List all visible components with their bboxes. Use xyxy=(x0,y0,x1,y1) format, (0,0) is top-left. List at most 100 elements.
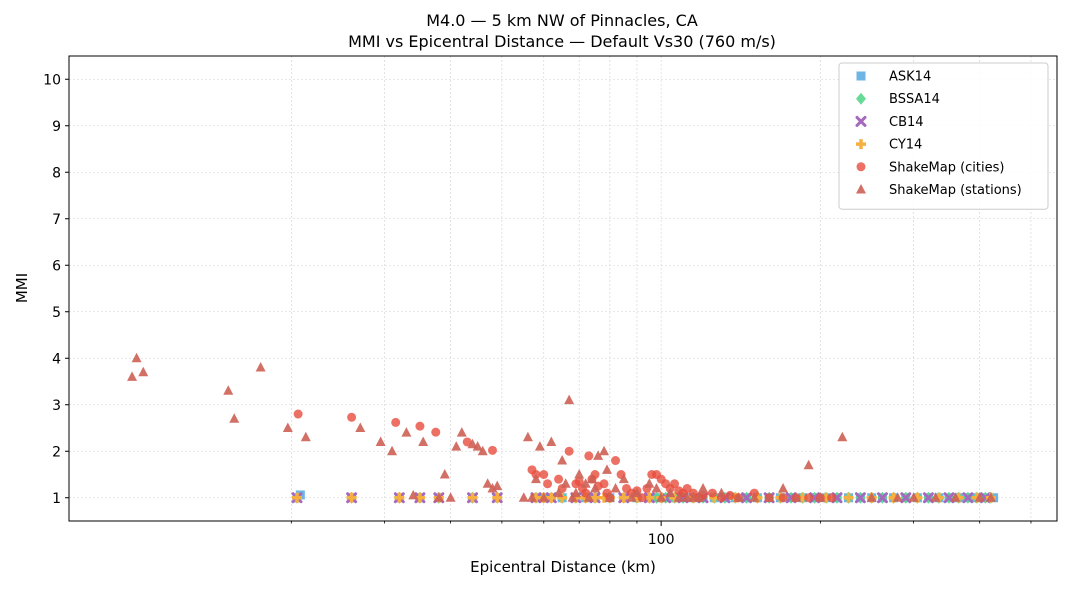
data-point xyxy=(375,436,386,446)
data-point xyxy=(682,483,692,493)
data-point xyxy=(764,492,775,502)
y-tick-label: 1 xyxy=(52,491,61,507)
data-point xyxy=(644,478,655,488)
data-point xyxy=(229,413,240,423)
legend-marker xyxy=(856,92,866,105)
data-point xyxy=(962,492,974,504)
data-point xyxy=(866,492,877,502)
data-point xyxy=(518,492,529,502)
data-point xyxy=(546,492,557,503)
legend-label: CY14 xyxy=(889,138,922,153)
data-point xyxy=(673,492,684,502)
data-point xyxy=(557,455,568,465)
data-point xyxy=(694,492,705,502)
y-tick-label: 6 xyxy=(52,258,61,274)
y-tick-label: 2 xyxy=(52,444,61,460)
data-point xyxy=(492,480,503,491)
series-4 xyxy=(293,409,837,503)
data-point xyxy=(741,492,753,504)
data-points xyxy=(127,352,999,504)
data-point xyxy=(843,492,854,503)
data-point xyxy=(456,427,467,437)
legend-marker xyxy=(855,115,867,127)
data-point xyxy=(570,487,581,498)
y-tick-label: 5 xyxy=(52,305,61,321)
data-point xyxy=(778,482,789,493)
data-point xyxy=(665,487,676,498)
data-point xyxy=(908,492,919,502)
data-point xyxy=(553,487,564,498)
data-point xyxy=(418,436,429,446)
data-point xyxy=(749,492,760,502)
data-point xyxy=(586,473,597,484)
data-point xyxy=(599,445,610,456)
y-tick-label: 4 xyxy=(52,351,61,367)
data-point xyxy=(347,412,357,422)
y-tick-label: 8 xyxy=(52,165,61,181)
data-point xyxy=(930,492,941,502)
data-point xyxy=(439,469,450,479)
data-point xyxy=(611,456,621,466)
data-point xyxy=(574,469,585,479)
data-point xyxy=(346,492,357,503)
data-point xyxy=(467,492,478,503)
data-point xyxy=(651,482,662,493)
y-tick-label: 3 xyxy=(52,398,61,414)
data-point xyxy=(282,422,293,432)
plot-frame xyxy=(68,55,1058,522)
data-point xyxy=(530,473,541,484)
data-point xyxy=(985,492,996,502)
data-point xyxy=(472,441,483,451)
data-point xyxy=(223,385,234,395)
data-point xyxy=(138,366,149,377)
data-point xyxy=(131,352,142,363)
data-point xyxy=(408,489,419,500)
chart-subtitle: MMI vs Epicentral Distance — Default Vs3… xyxy=(348,32,776,51)
data-point xyxy=(716,487,727,498)
data-point xyxy=(415,421,425,431)
data-point xyxy=(543,479,553,489)
data-point xyxy=(876,492,888,504)
data-point xyxy=(574,476,584,486)
legend-label: ASK14 xyxy=(889,70,931,85)
data-point xyxy=(626,492,637,502)
data-point xyxy=(293,409,303,419)
data-point xyxy=(590,482,601,493)
data-point xyxy=(467,438,478,449)
data-point xyxy=(300,431,311,442)
data-point xyxy=(950,492,961,502)
data-point xyxy=(546,436,557,446)
data-point xyxy=(803,459,814,470)
data-point xyxy=(477,445,488,456)
data-point xyxy=(698,482,709,493)
data-point xyxy=(564,446,574,456)
data-point xyxy=(387,445,398,456)
data-point xyxy=(791,492,802,502)
data-point xyxy=(560,478,571,488)
legend: ASK14 BSSA14 CB14 CY14 ShakeMap (cities) Shak… xyxy=(838,62,1049,210)
data-point xyxy=(670,479,680,489)
data-point xyxy=(255,362,266,372)
data-point xyxy=(604,492,615,502)
chart-title: M4.0 — 5 km NW of Pinnacles, CA xyxy=(426,11,698,30)
data-point xyxy=(593,450,604,460)
legend-label: CB14 xyxy=(889,115,924,130)
x-axis-label: Epicentral Distance (km) xyxy=(470,558,656,576)
y-tick-label: 10 xyxy=(43,72,61,88)
data-point xyxy=(618,473,629,484)
data-point xyxy=(892,492,903,502)
legend-box xyxy=(838,62,1049,210)
data-point xyxy=(610,482,621,493)
data-point xyxy=(451,441,462,451)
data-point xyxy=(922,492,934,504)
data-point xyxy=(564,394,575,405)
data-point xyxy=(725,490,735,500)
data-point xyxy=(539,470,549,479)
data-point xyxy=(492,492,503,503)
data-point xyxy=(599,479,609,489)
y-tick-label: 9 xyxy=(52,119,61,135)
data-point xyxy=(401,427,412,437)
data-point xyxy=(445,492,456,502)
data-point xyxy=(778,493,788,503)
